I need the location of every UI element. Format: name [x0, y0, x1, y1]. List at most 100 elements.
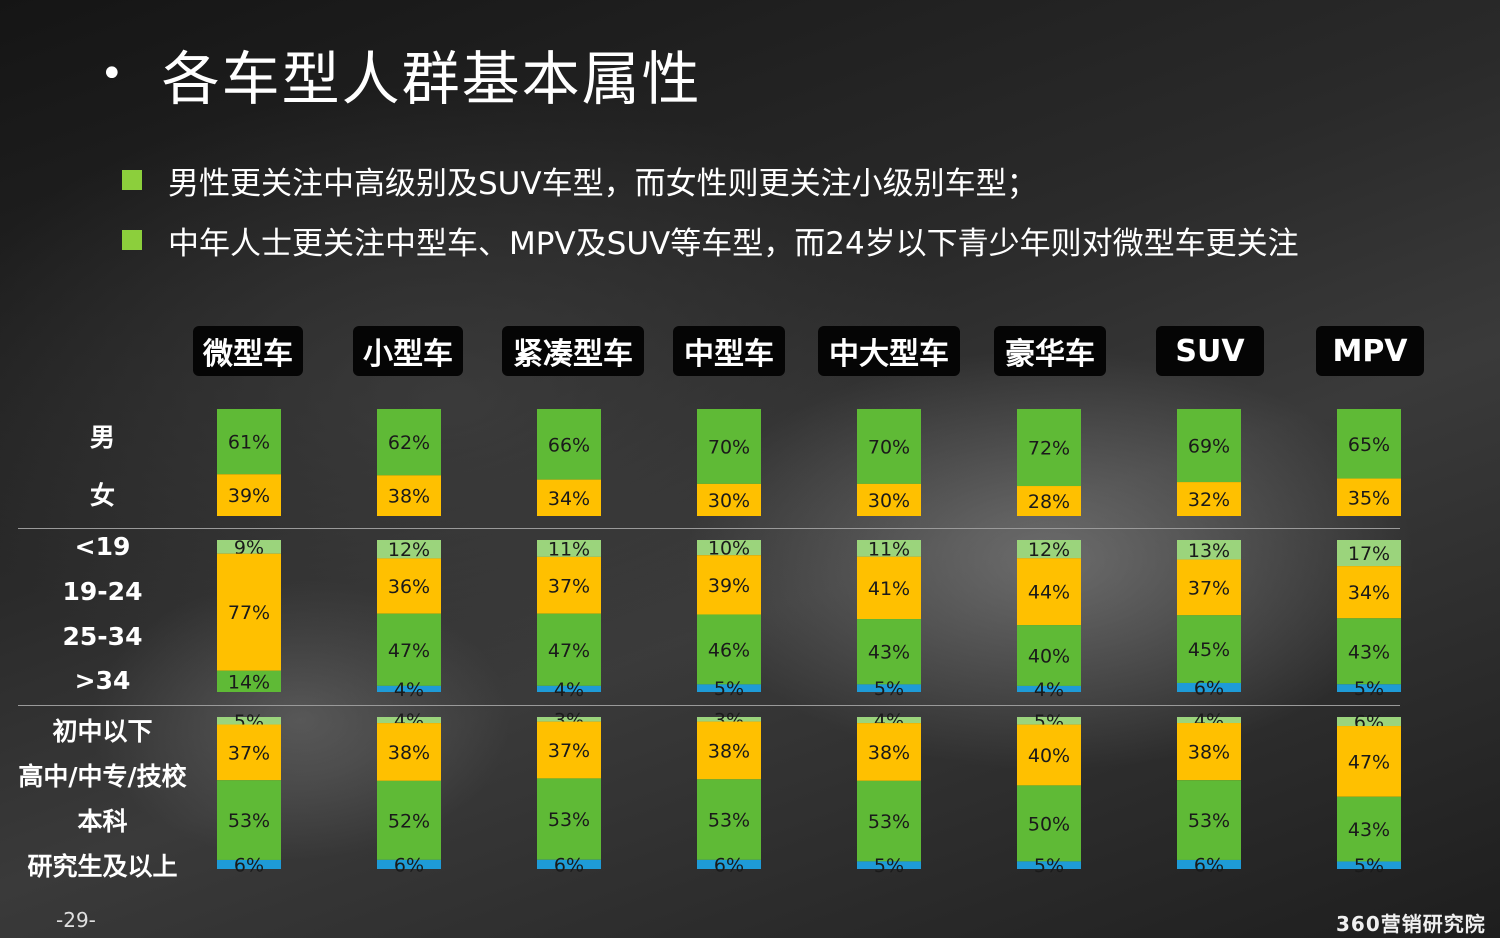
- column-header: 豪华车: [994, 326, 1106, 376]
- data-label: 52%: [388, 810, 430, 832]
- bar-segment: [1177, 723, 1241, 781]
- bar-segment: [697, 540, 761, 556]
- title-bullet-icon: •: [100, 51, 126, 97]
- bar-segment: [1337, 618, 1401, 685]
- bar-segment: [217, 474, 281, 516]
- bar-segment: [1017, 558, 1081, 626]
- bar-segment: [217, 409, 281, 475]
- column-header: MPV: [1316, 326, 1424, 376]
- bar-segment: [857, 483, 921, 516]
- bar-segment: [1177, 717, 1241, 724]
- data-label: 6%: [1194, 677, 1224, 699]
- bar-segment: [857, 684, 921, 692]
- data-label: 47%: [548, 640, 590, 662]
- column-header: 中大型车: [818, 326, 960, 376]
- bar-segment: [1017, 785, 1081, 862]
- data-label: 17%: [1348, 543, 1390, 565]
- data-label: 72%: [1028, 438, 1070, 460]
- data-label: 12%: [1028, 539, 1070, 561]
- bar-segment: [857, 540, 921, 557]
- data-label: 38%: [708, 740, 750, 762]
- bar-segment: [857, 409, 921, 484]
- data-label: 37%: [228, 742, 270, 764]
- bar-segment: [857, 723, 921, 781]
- data-label: 28%: [1028, 491, 1070, 513]
- bar-segment: [377, 859, 441, 869]
- bar-segment: [537, 556, 601, 614]
- bar-segment: [697, 614, 761, 685]
- bar-segment: [377, 717, 441, 724]
- bullet-list: 男性更关注中高级别及SUV车型，而女性则更关注小级别车型； 中年人士更关注中型车…: [122, 150, 1299, 270]
- bar-segment: [217, 780, 281, 860]
- bar-segment: [857, 861, 921, 869]
- data-label: 39%: [228, 485, 270, 507]
- bar-segment: [697, 721, 761, 780]
- bar-segment: [857, 556, 921, 620]
- data-label: 6%: [554, 854, 584, 876]
- bar-segment: [697, 409, 761, 484]
- data-label: 44%: [1028, 582, 1070, 604]
- data-label: 37%: [548, 740, 590, 762]
- bar-segment: [1177, 780, 1241, 860]
- bar-segment: [537, 540, 601, 557]
- row-label-age: 25-34: [62, 622, 143, 651]
- bullet-item: 男性更关注中高级别及SUV车型，而女性则更关注小级别车型；: [122, 150, 1299, 210]
- data-label: 38%: [868, 742, 910, 764]
- column-header: 中型车: [673, 326, 785, 376]
- data-label: 32%: [1188, 489, 1230, 511]
- bar-segment: [1337, 478, 1401, 516]
- data-label: 61%: [228, 432, 270, 454]
- data-label: 47%: [1348, 751, 1390, 773]
- data-label: 43%: [1348, 819, 1390, 841]
- bar-segment: [377, 780, 441, 860]
- data-label: 38%: [388, 742, 430, 764]
- bar-segment: [1177, 540, 1241, 560]
- data-label: 40%: [1028, 745, 1070, 767]
- data-label: 70%: [708, 436, 750, 458]
- bar-segment: [857, 780, 921, 862]
- data-label: 14%: [228, 671, 270, 693]
- column-header: 紧凑型车: [502, 326, 644, 376]
- bullet-text: 中年人士更关注中型车、MPV及SUV等车型，而24岁以下青少年则对微型车更关注: [168, 225, 1299, 262]
- bar-segment: [697, 684, 761, 692]
- data-label: 45%: [1188, 639, 1230, 661]
- bar-segment: [697, 555, 761, 615]
- bar-segment: [1017, 625, 1081, 686]
- data-label: 43%: [1348, 641, 1390, 663]
- bar-segment: [1017, 861, 1081, 869]
- bar-segment: [377, 613, 441, 686]
- data-label: 4%: [1034, 679, 1064, 701]
- bar-segment: [1017, 724, 1081, 786]
- data-label: 41%: [868, 578, 910, 600]
- bar-segment: [697, 859, 761, 869]
- data-label: 43%: [868, 642, 910, 664]
- bar-segment: [217, 540, 281, 554]
- data-label: 11%: [868, 538, 910, 560]
- bar-segment: [217, 553, 281, 671]
- data-label: 46%: [708, 639, 750, 661]
- bar-segment: [537, 613, 601, 686]
- bar-segment: [1177, 559, 1241, 616]
- data-label: 10%: [708, 538, 750, 560]
- brand-logo: 360营销研究院: [1336, 912, 1486, 936]
- bar-segment: [1177, 682, 1241, 692]
- bar-segment: [1017, 486, 1081, 516]
- data-label: 53%: [708, 810, 750, 832]
- bar-segment: [377, 540, 441, 559]
- data-label: 38%: [1188, 742, 1230, 764]
- data-label: 30%: [708, 490, 750, 512]
- bar-segment: [537, 479, 601, 516]
- bar-segment: [537, 859, 601, 869]
- bar-segment: [1337, 684, 1401, 692]
- bar-segment: [217, 717, 281, 725]
- bar-segment: [377, 475, 441, 516]
- bar-segment: [377, 558, 441, 614]
- bar-segment: [857, 619, 921, 685]
- data-label: 65%: [1348, 434, 1390, 456]
- row-label-female: 女: [89, 481, 115, 510]
- row-label-education: 研究生及以上: [27, 852, 178, 881]
- bar-segment: [537, 409, 601, 480]
- bar-segment: [537, 721, 601, 779]
- bar-segment: [1177, 482, 1241, 516]
- data-label: 13%: [1188, 540, 1230, 562]
